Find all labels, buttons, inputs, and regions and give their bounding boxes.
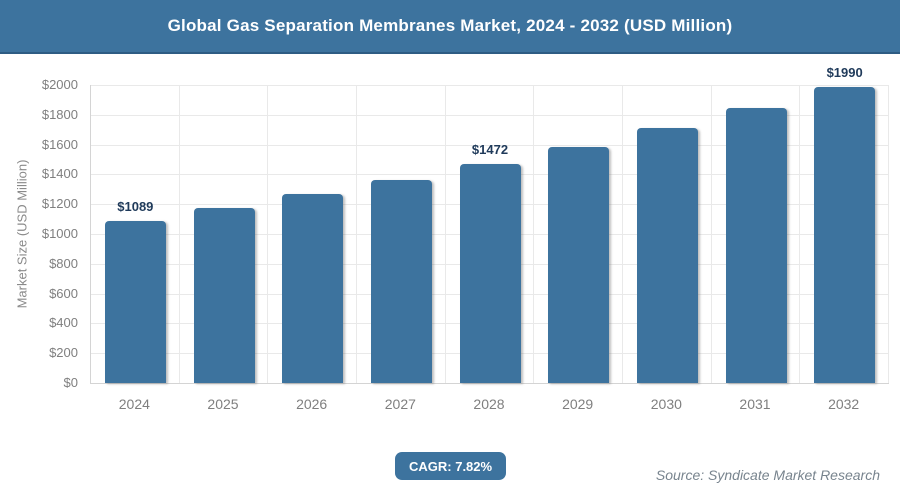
bar-data-label: $1990 (826, 64, 863, 80)
v-gridline (178, 85, 180, 383)
bar-2025 (193, 208, 255, 383)
v-gridline (888, 85, 889, 383)
x-tick-label: 2028 (473, 396, 505, 412)
y-tick-label: $1400 (41, 166, 78, 182)
y-tick-label: $1200 (41, 196, 78, 212)
cagr-badge-label: CAGR: 7.82% (409, 458, 493, 474)
v-gridline (267, 85, 269, 383)
plot-area: $1089 $1472 $1990 (90, 65, 889, 384)
chart-title: Global Gas Separation Membranes Market, … (167, 16, 733, 35)
source-text: Source: Syndicate Market Research (655, 467, 880, 483)
bar-2030 (636, 128, 698, 383)
bar-2029 (548, 146, 610, 383)
y-tick-label: $600 (49, 285, 78, 301)
x-tick-label: 2031 (739, 396, 771, 412)
bar-2024 (104, 220, 166, 383)
bar-data-label: $1472 (471, 141, 509, 157)
y-tick-label: $1800 (41, 106, 78, 122)
x-tick-label: 2027 (384, 396, 416, 412)
bar-2027 (370, 179, 432, 383)
v-gridline (622, 85, 623, 383)
x-tick-label: 2030 (650, 396, 682, 412)
h-gridline (91, 85, 889, 86)
y-tick-label: $1600 (41, 136, 78, 152)
y-tick-label: $400 (49, 315, 78, 331)
v-gridline (799, 85, 801, 383)
y-tick-label: $0 (63, 375, 78, 390)
bar-2028 (459, 163, 521, 383)
y-tick-label: $200 (49, 345, 78, 361)
y-axis-tick-labels: $0 $200 $400 $600 $800 $1000 $1200 $1400 $1600 $1… (0, 77, 84, 390)
cagr-badge: CAGR: 7.82% (395, 452, 507, 480)
x-tick-label: 2024 (118, 396, 150, 412)
v-gridline (444, 85, 446, 383)
h-gridline (91, 114, 889, 116)
v-gridline (356, 85, 357, 383)
h-gridline (91, 144, 889, 146)
y-tick-label: $800 (49, 255, 78, 271)
bar-2031 (725, 108, 787, 383)
bar-2026 (282, 194, 344, 383)
x-tick-label: 2029 (562, 396, 594, 412)
x-axis-tick-labels: 2024 2025 2026 2027 2028 2029 2030 2031 2032 (90, 396, 888, 416)
y-tick-label: $1000 (41, 226, 78, 241)
v-gridline (533, 85, 535, 383)
x-tick-label: 2032 (828, 396, 860, 412)
y-tick-label: $2000 (41, 77, 78, 92)
bar-2032 (814, 86, 876, 383)
x-tick-label: 2026 (296, 396, 328, 412)
chart-title-bar: Global Gas Separation Membranes Market, … (0, 0, 900, 54)
bar-data-label: $1089 (117, 198, 154, 214)
v-gridline (710, 85, 712, 383)
x-tick-label: 2025 (207, 396, 239, 412)
